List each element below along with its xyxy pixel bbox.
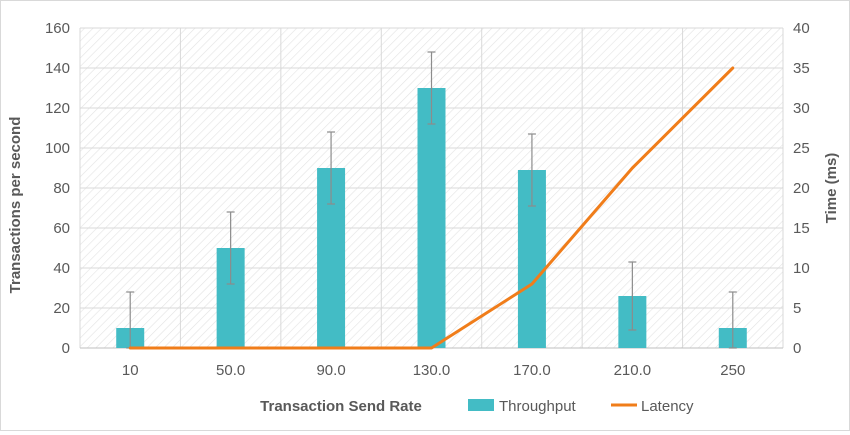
x-axis-title: Transaction Send Rate: [260, 398, 422, 415]
y-tick-label: 140: [45, 60, 70, 77]
y-tick-label: 60: [53, 220, 70, 237]
x-axis-ticks: 10 50.0 90.0 130.0 170.0 210.0 250: [122, 362, 745, 379]
latency-line: [128, 66, 735, 350]
error-bar-130.0: [427, 51, 436, 125]
left-axis-ticks: 0 20 40 60 80 100 120 140 160: [45, 20, 70, 357]
y2-tick-label: 0: [793, 340, 801, 357]
legend-label-throughput: Throughput: [499, 398, 577, 415]
bar-throughput-130.0: [417, 88, 446, 348]
error-bar-50.0: [226, 211, 235, 285]
y2-tick-label: 30: [793, 100, 810, 117]
y-tick-label: 120: [45, 100, 70, 117]
y-tick-label: 80: [53, 180, 70, 197]
y2-tick-label: 10: [793, 260, 810, 277]
y2-tick-label: 35: [793, 60, 810, 77]
legend: Throughput Latency: [468, 398, 694, 415]
y-tick-label: 160: [45, 20, 70, 37]
x-tick-label: 210.0: [614, 362, 652, 379]
x-tick-label: 50.0: [216, 362, 245, 379]
y2-axis-title: Time (ms): [823, 153, 840, 224]
y2-tick-label: 20: [793, 180, 810, 197]
x-tick-label: 170.0: [513, 362, 551, 379]
error-bar-170.0: [527, 133, 536, 207]
error-bars: [126, 51, 737, 349]
x-tick-label: 130.0: [413, 362, 451, 379]
y-tick-label: 20: [53, 300, 70, 317]
legend-swatch-throughput: [468, 399, 494, 411]
right-axis-ticks: 0 5 10 15 20 25 30 35 40: [793, 20, 810, 357]
x-tick-label: 10: [122, 362, 139, 379]
y2-tick-label: 5: [793, 300, 801, 317]
y2-tick-label: 25: [793, 140, 810, 157]
error-bar-210.0: [628, 261, 637, 331]
y-tick-label: 100: [45, 140, 70, 157]
error-bar-90.0: [327, 131, 336, 205]
y-axis-title: Transactions per second: [7, 117, 24, 294]
y2-tick-label: 40: [793, 20, 810, 37]
x-tick-label: 250: [720, 362, 745, 379]
latency-line-group: [128, 66, 735, 350]
y2-tick-label: 15: [793, 220, 810, 237]
error-bar-250: [728, 291, 737, 349]
legend-label-latency: Latency: [641, 398, 694, 415]
y-tick-label: 40: [53, 260, 70, 277]
y-tick-label: 0: [62, 340, 70, 357]
x-tick-label: 90.0: [316, 362, 345, 379]
